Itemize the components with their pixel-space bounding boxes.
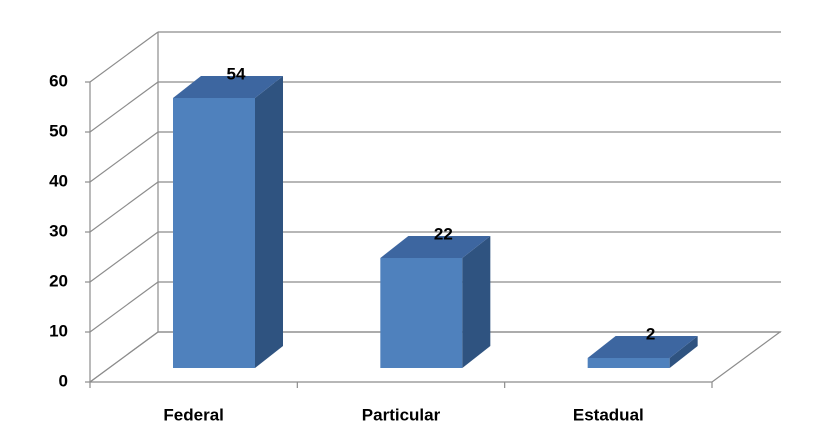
- bar-side: [669, 336, 698, 368]
- y-tick-label: 50: [49, 121, 68, 140]
- x-tick-label: Estadual: [573, 405, 644, 424]
- bar-front: [173, 98, 255, 368]
- bar-top: [380, 236, 491, 258]
- y-tick-label: 30: [49, 221, 68, 240]
- bar-side: [255, 76, 283, 368]
- y-tick-label: 10: [49, 321, 68, 340]
- data-label: 54: [227, 64, 246, 83]
- data-label: 22: [434, 224, 453, 243]
- bar-front: [587, 358, 670, 368]
- grid-line: [89, 231, 159, 283]
- grid-line: [89, 81, 159, 133]
- grid-line: [89, 131, 159, 183]
- y-tick-label: 40: [49, 171, 68, 190]
- x-tick-label: Particular: [362, 405, 441, 424]
- y-tick-label: 20: [49, 271, 68, 290]
- grid-line: [89, 331, 159, 383]
- bar-top: [173, 76, 283, 98]
- bar: [587, 336, 698, 368]
- y-tick-label: 60: [49, 71, 68, 90]
- bar: [380, 236, 491, 368]
- grid-line: [89, 181, 159, 233]
- bar-side: [462, 236, 491, 368]
- bar-front: [380, 258, 463, 368]
- x-tick-label: Federal: [163, 405, 223, 424]
- data-label: 2: [646, 324, 655, 343]
- bar-top: [587, 336, 698, 358]
- grid-line: [89, 281, 159, 333]
- grid-line: [89, 31, 159, 83]
- bar: [173, 76, 283, 368]
- y-tick-label: 0: [59, 371, 68, 390]
